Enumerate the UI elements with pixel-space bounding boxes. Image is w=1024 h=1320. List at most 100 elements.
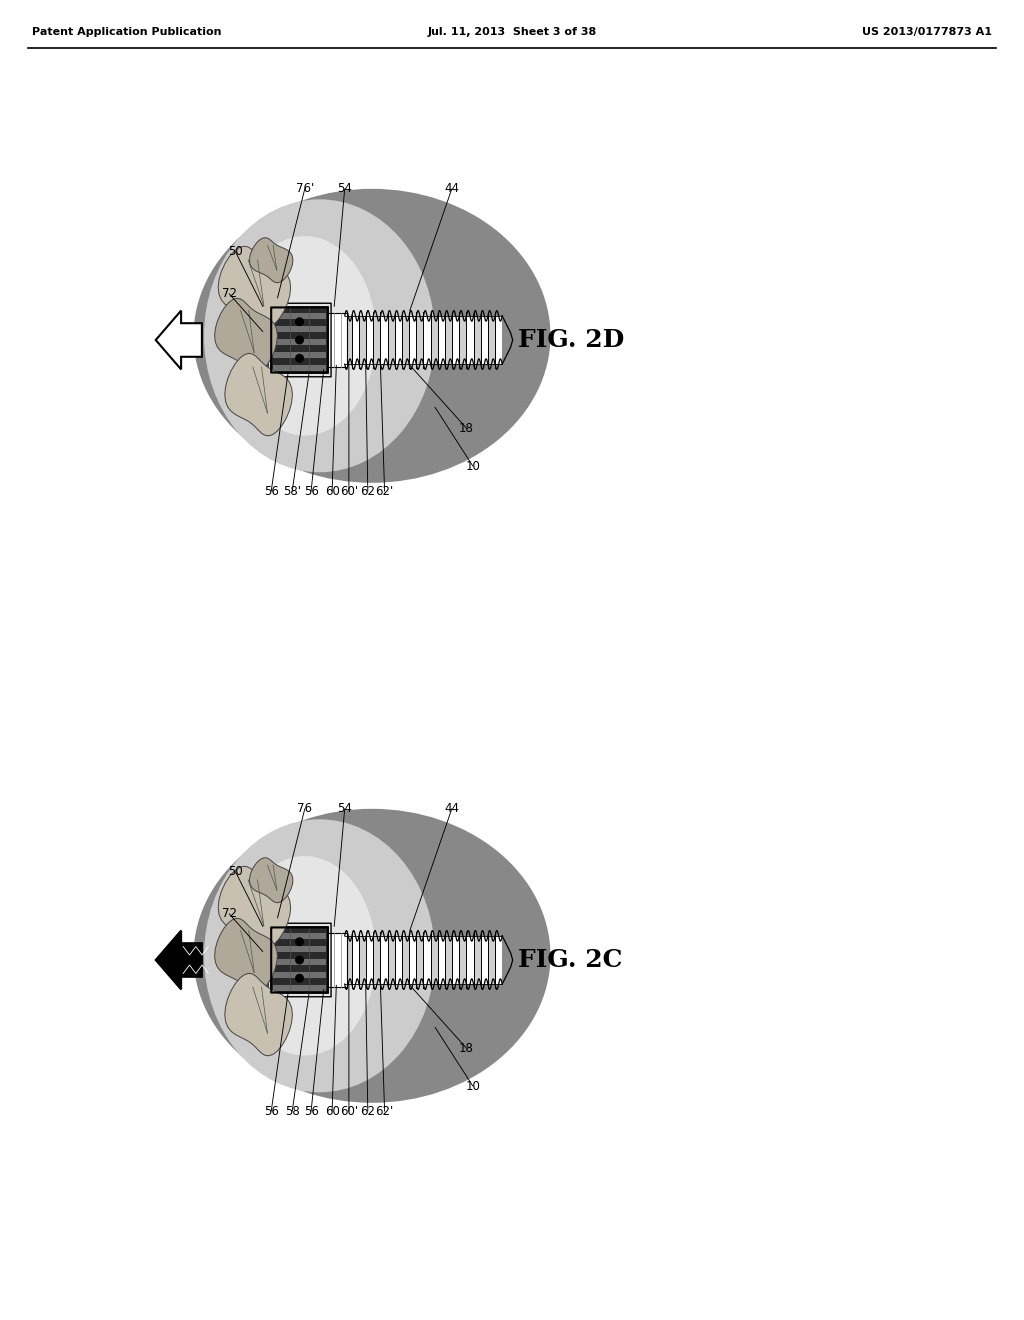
Text: 60': 60' <box>340 484 358 498</box>
Bar <box>431 936 438 985</box>
Bar <box>438 936 444 985</box>
Text: 62': 62' <box>376 1105 393 1118</box>
Text: 44: 44 <box>444 803 460 816</box>
Bar <box>273 933 326 939</box>
Text: 50: 50 <box>228 246 243 259</box>
Bar <box>273 313 326 319</box>
Text: 76: 76 <box>297 803 312 816</box>
Bar <box>417 936 424 985</box>
Bar <box>328 313 347 367</box>
Bar <box>402 936 410 985</box>
Bar <box>466 315 473 364</box>
Bar <box>271 308 328 372</box>
Bar <box>367 315 374 364</box>
Text: 54: 54 <box>337 182 352 195</box>
Bar <box>345 936 352 985</box>
Polygon shape <box>218 247 291 329</box>
Polygon shape <box>215 919 278 993</box>
Text: 72: 72 <box>222 288 237 300</box>
Polygon shape <box>156 931 202 990</box>
Ellipse shape <box>194 189 551 483</box>
Bar <box>395 315 402 364</box>
Bar <box>495 315 502 364</box>
Bar <box>388 315 395 364</box>
Bar <box>328 933 347 986</box>
Bar <box>424 315 431 364</box>
Bar <box>345 315 502 364</box>
Ellipse shape <box>204 199 435 473</box>
Circle shape <box>296 337 303 343</box>
Ellipse shape <box>194 809 551 1102</box>
Bar <box>388 936 395 985</box>
Bar <box>473 315 480 364</box>
Bar <box>359 315 367 364</box>
Bar <box>410 936 417 985</box>
Polygon shape <box>156 310 202 370</box>
Bar <box>487 936 495 985</box>
Polygon shape <box>250 238 293 282</box>
Circle shape <box>296 355 303 362</box>
Bar <box>431 315 438 364</box>
Circle shape <box>296 318 303 326</box>
Bar <box>273 339 326 346</box>
Bar <box>444 315 452 364</box>
Bar <box>381 936 388 985</box>
Text: 54: 54 <box>337 803 352 816</box>
Text: 76': 76' <box>296 182 314 195</box>
Bar <box>402 315 410 364</box>
Text: 56: 56 <box>304 1105 318 1118</box>
Bar <box>438 315 444 364</box>
Bar <box>271 928 328 993</box>
Bar <box>273 986 326 991</box>
Polygon shape <box>225 354 293 436</box>
Text: FIG. 2D: FIG. 2D <box>518 327 625 352</box>
Text: 44: 44 <box>444 182 460 195</box>
Polygon shape <box>218 866 291 949</box>
Text: 60': 60' <box>340 1105 358 1118</box>
Bar <box>495 936 502 985</box>
Bar <box>459 936 466 985</box>
Bar <box>273 946 326 952</box>
Text: 62': 62' <box>376 484 393 498</box>
Ellipse shape <box>233 857 376 1056</box>
Text: Jul. 11, 2013  Sheet 3 of 38: Jul. 11, 2013 Sheet 3 of 38 <box>427 26 597 37</box>
Circle shape <box>296 956 303 964</box>
Bar <box>452 315 459 364</box>
Circle shape <box>296 974 303 982</box>
Text: 58: 58 <box>285 1105 300 1118</box>
Text: 60: 60 <box>325 484 340 498</box>
Bar <box>395 936 402 985</box>
Ellipse shape <box>204 820 435 1093</box>
Bar <box>345 315 352 364</box>
Bar <box>417 315 424 364</box>
Bar <box>459 315 466 364</box>
Bar <box>424 936 431 985</box>
Bar <box>273 973 326 978</box>
Bar <box>273 960 326 965</box>
Text: US 2013/0177873 A1: US 2013/0177873 A1 <box>862 26 992 37</box>
Bar <box>473 936 480 985</box>
Text: 60: 60 <box>325 1105 340 1118</box>
Text: Patent Application Publication: Patent Application Publication <box>32 26 221 37</box>
Bar <box>352 936 359 985</box>
Text: 58': 58' <box>284 484 301 498</box>
Text: 18: 18 <box>459 1041 474 1055</box>
Polygon shape <box>215 298 278 374</box>
Bar <box>273 326 326 333</box>
Text: 10: 10 <box>465 459 480 473</box>
Text: 50: 50 <box>228 866 243 878</box>
Bar <box>273 352 326 358</box>
Bar <box>352 315 359 364</box>
Polygon shape <box>225 973 293 1056</box>
Bar <box>273 366 326 371</box>
Text: 56: 56 <box>264 484 279 498</box>
Bar <box>359 936 367 985</box>
Bar <box>444 936 452 985</box>
Bar <box>466 936 473 985</box>
Text: 62: 62 <box>360 484 376 498</box>
Bar <box>374 315 381 364</box>
Bar <box>480 936 487 985</box>
Text: 56: 56 <box>304 484 318 498</box>
Bar <box>452 936 459 985</box>
Text: 10: 10 <box>465 1080 480 1093</box>
